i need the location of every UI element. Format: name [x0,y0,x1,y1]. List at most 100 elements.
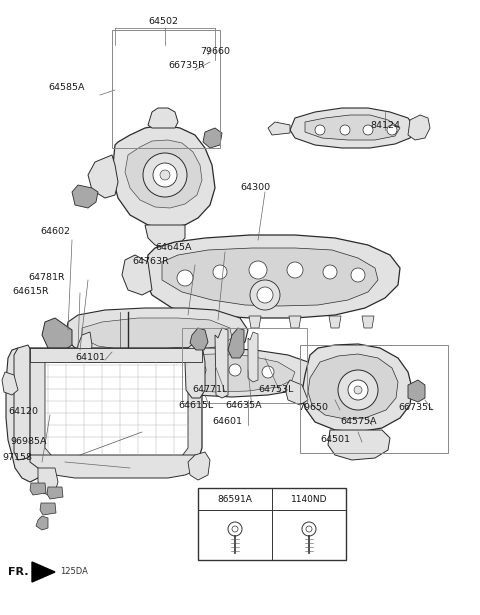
Circle shape [159,366,171,378]
Text: 125DA: 125DA [60,568,88,576]
Circle shape [323,265,337,279]
Polygon shape [329,316,341,328]
Text: 64615R: 64615R [12,287,48,296]
Polygon shape [2,372,18,395]
Polygon shape [249,316,261,328]
Polygon shape [248,332,258,382]
Circle shape [340,125,350,135]
Text: 64635A: 64635A [225,400,262,410]
Polygon shape [188,452,210,480]
Text: 64753L: 64753L [258,386,293,394]
Circle shape [306,526,312,532]
Text: 64585A: 64585A [48,84,84,92]
Polygon shape [285,380,308,405]
Polygon shape [30,455,202,478]
Text: 64615L: 64615L [178,400,213,410]
Polygon shape [169,316,181,328]
Bar [300,345,448,453]
Circle shape [153,163,177,187]
Polygon shape [112,125,215,228]
Polygon shape [72,185,98,208]
Text: 79650: 79650 [298,403,328,413]
Polygon shape [140,354,295,392]
Polygon shape [190,328,208,350]
Text: FR.: FR. [8,567,28,577]
Polygon shape [148,108,178,128]
Polygon shape [88,155,118,198]
Polygon shape [302,344,412,432]
Circle shape [160,170,170,180]
Polygon shape [82,318,232,352]
Circle shape [194,364,206,376]
Text: 84124: 84124 [370,121,400,130]
Text: 97158: 97158 [2,453,32,462]
Circle shape [262,366,274,378]
Polygon shape [145,225,185,248]
Polygon shape [122,255,152,295]
Text: 64101: 64101 [75,354,105,362]
Text: 64120: 64120 [8,408,38,416]
Circle shape [229,364,241,376]
Circle shape [143,153,187,197]
Text: 1140ND: 1140ND [291,494,327,504]
Text: 66735L: 66735L [398,403,433,413]
Polygon shape [128,348,315,397]
Text: 64575A: 64575A [340,418,376,426]
Circle shape [338,370,378,410]
Polygon shape [65,308,248,358]
Circle shape [354,386,362,394]
Polygon shape [40,503,56,515]
Circle shape [351,268,365,282]
Polygon shape [125,140,202,208]
Polygon shape [145,235,400,318]
Circle shape [249,261,267,279]
Polygon shape [209,316,221,328]
Circle shape [213,265,227,279]
Polygon shape [305,115,400,140]
Text: 64300: 64300 [240,183,270,192]
Circle shape [232,526,238,532]
Polygon shape [36,516,48,530]
Text: 64601: 64601 [212,418,242,426]
Circle shape [348,380,368,400]
Text: 79660: 79660 [200,47,230,57]
Polygon shape [45,362,188,460]
Polygon shape [308,354,398,419]
Polygon shape [289,316,301,328]
Polygon shape [362,316,374,328]
Text: 64771L: 64771L [192,386,227,394]
Polygon shape [32,562,55,582]
Polygon shape [215,328,228,398]
Circle shape [302,522,316,536]
Circle shape [228,522,242,536]
Polygon shape [408,115,430,140]
Text: 64502: 64502 [148,17,178,26]
Circle shape [387,125,397,135]
Polygon shape [228,328,244,358]
Polygon shape [47,487,63,499]
Polygon shape [408,380,425,402]
Bar [182,328,307,403]
Circle shape [250,280,280,310]
Polygon shape [30,483,46,495]
Text: 64781R: 64781R [28,274,65,282]
Text: 64645A: 64645A [155,244,192,253]
Circle shape [177,270,193,286]
Circle shape [257,287,273,303]
Bar [198,488,346,560]
Polygon shape [268,122,290,135]
Text: 96985A: 96985A [10,437,47,446]
Circle shape [315,125,325,135]
Polygon shape [6,348,42,482]
Polygon shape [30,348,202,470]
Text: 86591A: 86591A [217,494,252,504]
Text: 64501: 64501 [320,435,350,445]
Text: 64602: 64602 [40,228,70,237]
Polygon shape [203,128,222,148]
Text: 66735R: 66735R [168,62,205,71]
Polygon shape [14,345,32,460]
Polygon shape [290,108,415,148]
Circle shape [287,262,303,278]
Circle shape [363,125,373,135]
Polygon shape [42,318,72,352]
